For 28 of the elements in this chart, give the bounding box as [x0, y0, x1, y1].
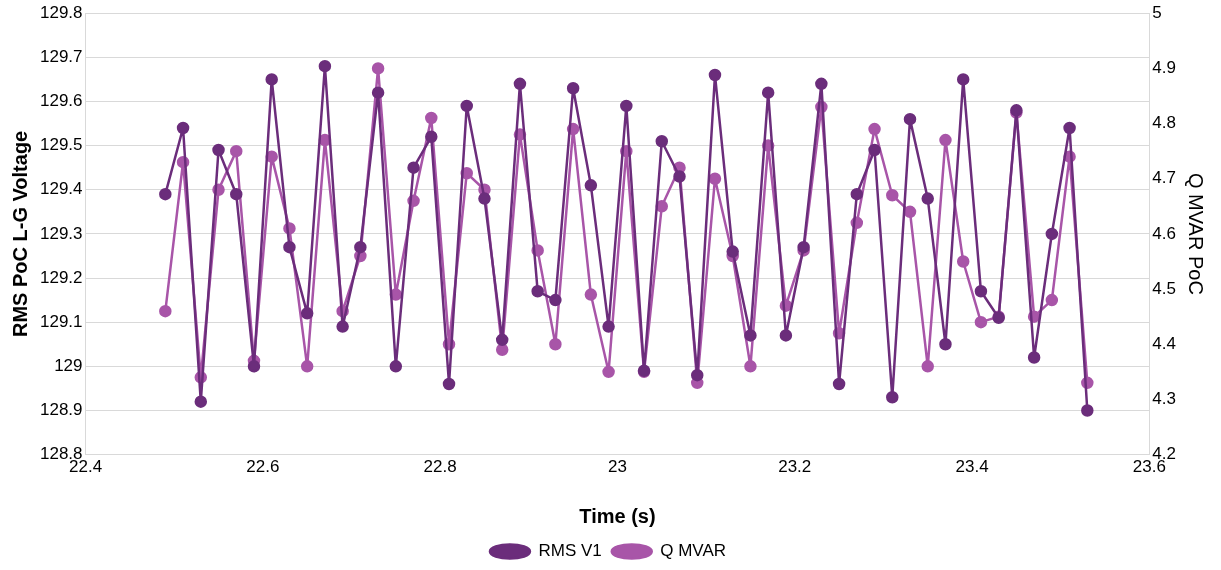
- y-axis-title: RMS PoC L-G Voltage: [8, 130, 31, 338]
- y-tick-label: 129: [54, 356, 83, 376]
- y2-axis-title: Q MVAR PoC: [1185, 172, 1208, 295]
- y2-tick-label: 4.5: [1152, 278, 1177, 298]
- y-tick-label: 129.1: [39, 311, 83, 331]
- x-tick-label: 22.8: [423, 457, 457, 477]
- y-tick-label: 129.2: [39, 267, 83, 287]
- y2-tick-label: 4.3: [1152, 389, 1177, 409]
- y2-tick-label: 4.7: [1152, 168, 1177, 188]
- y-tick-label: 129.7: [39, 47, 83, 67]
- legend-label: Q MVAR: [660, 541, 727, 561]
- y-tick-label: 129.5: [39, 135, 83, 155]
- y-tick-label: 129.3: [39, 223, 83, 243]
- y-tick-label: 128.9: [39, 400, 83, 420]
- y2-tick-label: 4.4: [1152, 333, 1177, 353]
- y2-tick-label: 5: [1152, 2, 1162, 22]
- y2-tick-label: 4.8: [1152, 113, 1177, 133]
- x-tick-label: 23.4: [955, 457, 989, 477]
- x-tick-label: 23.2: [778, 457, 812, 477]
- y-tick-label: 129.8: [39, 2, 83, 22]
- y-tick-label: 129.6: [39, 91, 83, 111]
- x-axis-title: Time (s): [579, 504, 656, 527]
- x-tick-label: 22.6: [246, 457, 280, 477]
- y2-tick-label: 4.9: [1152, 58, 1177, 78]
- y-tick-label: 129.4: [39, 179, 83, 199]
- x-tick-label: 23: [607, 457, 627, 477]
- y2-tick-label: 4.6: [1152, 223, 1177, 243]
- legend-label: RMS V1: [538, 541, 602, 561]
